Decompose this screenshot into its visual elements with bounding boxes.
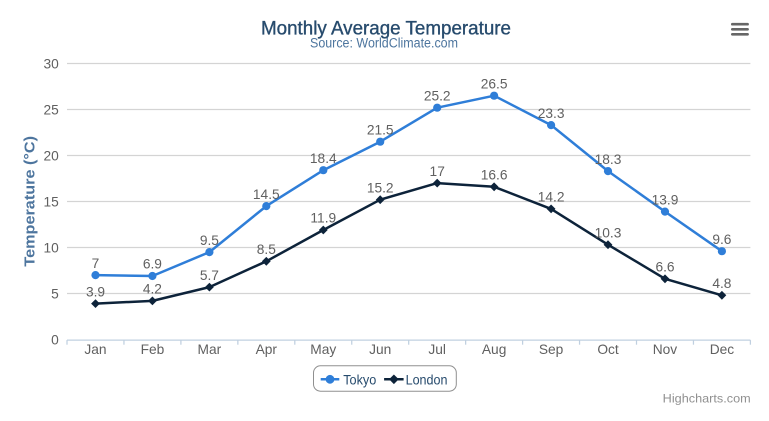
svg-text:26.5: 26.5 bbox=[481, 76, 508, 91]
svg-text:Nov: Nov bbox=[653, 342, 678, 357]
svg-text:Jul: Jul bbox=[428, 342, 446, 357]
svg-text:18.4: 18.4 bbox=[310, 151, 337, 166]
svg-text:14.2: 14.2 bbox=[538, 190, 565, 205]
svg-text:15.2: 15.2 bbox=[367, 180, 394, 195]
svg-text:Feb: Feb bbox=[141, 342, 165, 357]
svg-text:5.7: 5.7 bbox=[200, 268, 219, 283]
svg-text:Mar: Mar bbox=[198, 342, 222, 357]
svg-text:11.9: 11.9 bbox=[310, 211, 336, 226]
svg-text:Jan: Jan bbox=[84, 342, 106, 357]
svg-text:7: 7 bbox=[92, 256, 100, 271]
svg-text:8.5: 8.5 bbox=[257, 242, 276, 257]
svg-text:London: London bbox=[406, 373, 448, 388]
svg-text:10: 10 bbox=[44, 241, 60, 256]
svg-text:16.6: 16.6 bbox=[481, 168, 508, 183]
svg-text:25: 25 bbox=[44, 103, 60, 118]
svg-text:21.5: 21.5 bbox=[367, 122, 394, 137]
svg-text:6.6: 6.6 bbox=[655, 260, 674, 275]
svg-text:30: 30 bbox=[44, 57, 60, 72]
svg-text:Jun: Jun bbox=[369, 342, 391, 357]
svg-text:6.9: 6.9 bbox=[143, 257, 162, 272]
svg-text:May: May bbox=[310, 342, 336, 357]
svg-text:14.5: 14.5 bbox=[253, 187, 280, 202]
svg-text:Dec: Dec bbox=[710, 342, 735, 357]
svg-text:Aug: Aug bbox=[482, 342, 506, 357]
svg-text:13.9: 13.9 bbox=[652, 192, 679, 207]
svg-text:Sep: Sep bbox=[539, 342, 564, 357]
svg-text:23.3: 23.3 bbox=[538, 106, 565, 121]
svg-text:Monthly Average Temperature: Monthly Average Temperature bbox=[261, 18, 511, 40]
svg-text:Highcharts.com: Highcharts.com bbox=[663, 392, 751, 406]
svg-text:Apr: Apr bbox=[256, 342, 278, 357]
svg-text:25.2: 25.2 bbox=[424, 88, 451, 103]
svg-text:15: 15 bbox=[44, 195, 60, 210]
svg-text:Source: WorldClimate.com: Source: WorldClimate.com bbox=[310, 36, 458, 51]
svg-text:Tokyo: Tokyo bbox=[343, 373, 376, 388]
svg-text:Temperature (°C): Temperature (°C) bbox=[22, 136, 39, 267]
svg-text:0: 0 bbox=[51, 333, 59, 348]
svg-text:4.2: 4.2 bbox=[143, 282, 162, 297]
svg-text:4.8: 4.8 bbox=[712, 276, 731, 291]
svg-text:9.6: 9.6 bbox=[712, 232, 731, 247]
svg-text:10.3: 10.3 bbox=[595, 225, 622, 240]
svg-text:Oct: Oct bbox=[597, 342, 619, 357]
svg-text:3.9: 3.9 bbox=[86, 284, 105, 299]
svg-text:20: 20 bbox=[44, 149, 60, 164]
svg-text:9.5: 9.5 bbox=[200, 233, 219, 248]
svg-text:5: 5 bbox=[51, 287, 59, 302]
svg-text:18.3: 18.3 bbox=[595, 152, 622, 167]
svg-text:17: 17 bbox=[430, 164, 445, 179]
